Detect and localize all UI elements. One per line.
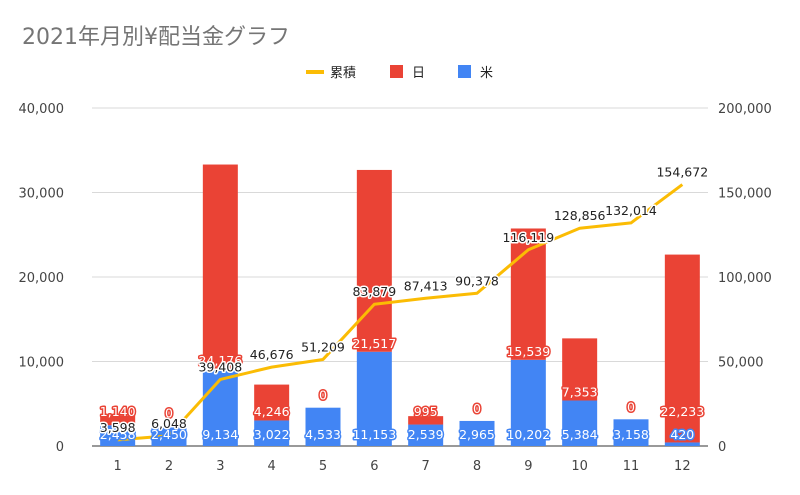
bar-jp — [356, 169, 392, 352]
bar-us — [202, 368, 238, 446]
jp-value-label: 0 — [165, 405, 173, 420]
jp-value-label: 0 — [319, 388, 327, 403]
cumulative-value-label: 46,676 — [250, 347, 294, 362]
legend: 累積 日 米 — [306, 65, 493, 81]
x-tick-label: 4 — [268, 459, 276, 474]
legend-swatch — [390, 65, 403, 78]
legend-label: 日 — [412, 66, 425, 81]
legend-swatch — [458, 65, 471, 78]
jp-value-label: 4,246 — [254, 404, 290, 419]
us-value-label: 2,458 — [100, 427, 136, 442]
data-labels: 2,458 2,450 9,134 3,022 4,533 11,153 2,539 2,96… — [98, 163, 709, 443]
bar-us — [100, 425, 136, 446]
cumulative-value-label: 90,378 — [455, 273, 499, 288]
bar-us — [305, 407, 341, 446]
x-tick-label: 10 — [571, 459, 588, 474]
us-value-label: 2,539 — [408, 427, 444, 442]
us-value-label: 4,533 — [305, 427, 341, 442]
cumulative-value-label: 39,408 — [198, 359, 242, 374]
bar-us — [254, 420, 290, 446]
jp-value-label: 15,539 — [506, 344, 550, 359]
chart-title: 2021年月別¥配当金グラフ — [22, 25, 290, 50]
cumulative-value-label: 154,672 — [656, 165, 708, 180]
us-value-label: 11,153 — [352, 427, 396, 442]
bar-jp — [664, 254, 700, 443]
bar-us — [459, 420, 495, 446]
jp-value-label: 21,517 — [352, 336, 396, 351]
bar-us — [562, 400, 598, 446]
legend-label: 米 — [480, 66, 493, 81]
x-tick-label: 6 — [370, 459, 378, 474]
bar-us — [408, 424, 444, 446]
us-value-label: 5,384 — [562, 427, 598, 442]
cumulative-value-label: 6,048 — [151, 416, 187, 431]
cumulative-value-label: 87,413 — [404, 278, 448, 293]
bar-jp — [100, 415, 136, 426]
x-tick-label: 1 — [114, 459, 122, 474]
cumulative-value-label: 83,879 — [352, 284, 396, 299]
us-value-label: 2,965 — [459, 427, 495, 442]
bar-jp — [562, 338, 598, 401]
us-value-label: 10,202 — [506, 427, 550, 442]
bar-us — [613, 419, 649, 446]
jp-value-label: 24,176 — [198, 353, 242, 368]
jp-value-label: 1,140 — [100, 404, 136, 419]
us-value-label: 420 — [670, 427, 694, 442]
legend-label: 累積 — [330, 66, 356, 81]
x-tick-label: 9 — [524, 459, 532, 474]
x-tick-label: 3 — [216, 459, 224, 474]
left-tick-label: 40,000 — [19, 102, 65, 117]
jp-value-label: 0 — [627, 399, 635, 414]
x-tick-label: 5 — [319, 459, 327, 474]
bar-us — [356, 351, 392, 446]
x-tick-label: 8 — [473, 459, 481, 474]
right-tick-label: 100,000 — [718, 271, 772, 286]
bars — [100, 164, 700, 446]
us-value-label: 3,158 — [613, 427, 649, 442]
cumulative-line-path — [117, 183, 684, 442]
cumulative-value-label: 3,598 — [100, 420, 136, 435]
right-tick-label: 50,000 — [718, 356, 764, 371]
left-tick-label: 10,000 — [19, 356, 65, 371]
cumulative-value-label: 128,856 — [554, 208, 606, 223]
gridlines — [92, 107, 708, 447]
bar-jp — [202, 164, 238, 369]
bar-jp — [408, 416, 444, 425]
right-tick-label: 0 — [718, 440, 726, 455]
bar-jp — [254, 384, 290, 421]
right-tick-label: 150,000 — [718, 187, 772, 202]
left-axis-ticks: 0 10,000 20,000 30,000 40,000 — [19, 102, 65, 455]
x-tick-label: 7 — [422, 459, 430, 474]
bar-us — [664, 442, 700, 446]
jp-value-label: 7,353 — [562, 385, 598, 400]
right-tick-label: 200,000 — [718, 102, 772, 117]
left-tick-label: 20,000 — [19, 271, 65, 286]
us-value-label: 2,450 — [151, 427, 187, 442]
x-tick-label: 11 — [623, 459, 640, 474]
right-axis-ticks: 0 50,000 100,000 150,000 200,000 — [718, 102, 772, 455]
cumulative-value-label: 51,209 — [301, 339, 345, 354]
cumulative-value-label: 132,014 — [605, 203, 657, 218]
x-tick-label: 12 — [674, 459, 691, 474]
x-tick-label: 2 — [165, 459, 173, 474]
us-value-label: 9,134 — [202, 427, 238, 442]
left-tick-label: 30,000 — [19, 187, 65, 202]
jp-value-label: 0 — [473, 401, 481, 416]
left-tick-label: 0 — [56, 440, 64, 455]
jp-value-label: 995 — [414, 404, 438, 419]
us-value-label: 3,022 — [254, 427, 290, 442]
x-axis-ticks: 1 2 3 4 5 6 7 8 9 10 11 12 — [114, 459, 691, 474]
cumulative-line — [117, 183, 684, 442]
bar-us — [510, 359, 546, 446]
jp-value-label: 22,233 — [660, 404, 704, 419]
cumulative-value-label: 116,119 — [502, 230, 554, 245]
